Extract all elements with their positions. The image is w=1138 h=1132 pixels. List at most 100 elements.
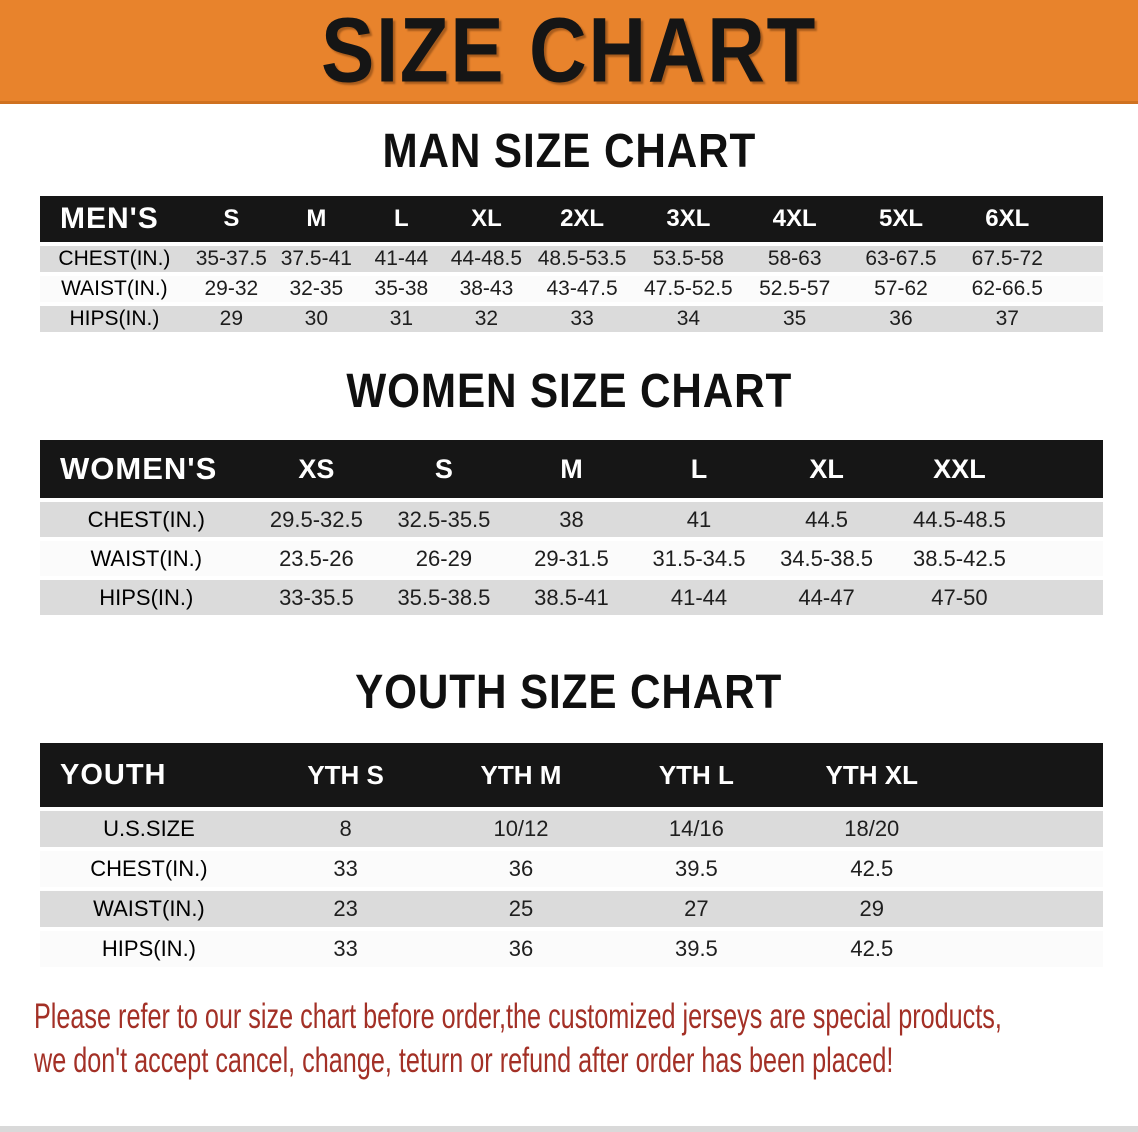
measure-value-cell: 8 [257, 809, 434, 851]
measure-value-cell: 38 [507, 500, 636, 541]
youth-table-corner-label: YOUTH [40, 743, 258, 811]
measure-value-cell: 39.5 [608, 849, 785, 891]
size-header-cell: S [188, 196, 274, 246]
women-size-table: WOMEN'S XS S M L XL XXL CHEST(IN.) 29.5-… [40, 440, 1103, 619]
measure-value-cell: 34 [635, 304, 742, 336]
measure-value-cell: 32-35 [273, 274, 359, 306]
bottom-strip [0, 1126, 1138, 1132]
row-spacer-cell [959, 849, 1103, 891]
measure-value-cell: 42.5 [784, 929, 960, 971]
measure-value-cell: 41-44 [358, 244, 444, 276]
size-header-cell: M [273, 196, 359, 246]
measure-value-cell: 41-44 [635, 578, 763, 619]
row-spacer-cell [1028, 500, 1103, 541]
measure-value-cell: 47.5-52.5 [635, 274, 742, 306]
measure-value-cell: 29 [784, 889, 960, 931]
measure-value-cell: 41 [635, 500, 763, 541]
measure-label-cell: HIPS(IN.) [40, 304, 189, 336]
measure-label-cell: HIPS(IN.) [40, 929, 258, 971]
row-spacer-cell [1060, 274, 1103, 306]
measure-value-cell: 33 [257, 929, 434, 971]
disclaimer: Please refer to our size chart before or… [34, 995, 1138, 1083]
women-header-row: WOMEN'S XS S M L XL XXL [40, 440, 1103, 502]
measure-label-cell: CHEST(IN.) [40, 244, 189, 276]
measure-value-cell: 29-31.5 [507, 539, 636, 580]
row-spacer-cell [1060, 304, 1103, 336]
measure-value-cell: 34.5-38.5 [762, 539, 891, 580]
measure-value-cell: 31.5-34.5 [635, 539, 763, 580]
table-row: HIPS(IN.) 33-35.5 35.5-38.5 38.5-41 41-4… [40, 578, 1103, 619]
measure-value-cell: 39.5 [608, 929, 785, 971]
measure-value-cell: 52.5-57 [741, 274, 848, 306]
women-section-title-text: WOMEN SIZE CHART [346, 365, 792, 418]
measure-value-cell: 18/20 [784, 809, 960, 851]
size-header-cell: 2XL [528, 196, 636, 246]
measure-value-cell: 33-35.5 [252, 578, 381, 619]
measure-value-cell: 53.5-58 [635, 244, 742, 276]
measure-value-cell: 27 [608, 889, 785, 931]
measure-label-cell: CHEST(IN.) [40, 500, 253, 541]
size-header-cell: YTH M [433, 743, 609, 811]
men-size-table: MEN'S S M L XL 2XL 3XL 4XL 5XL 6XL CHEST… [40, 196, 1103, 336]
banner-title: SIZE CHART [321, 0, 817, 102]
row-spacer-cell [959, 889, 1103, 931]
table-row: HIPS(IN.) 29 30 31 32 33 34 35 36 37 [40, 304, 1103, 336]
row-spacer-cell [1028, 578, 1103, 619]
youth-header-row: YOUTH YTH S YTH M YTH L YTH XL [40, 743, 1103, 811]
disclaimer-line-2: we don't accept cancel, change, teturn o… [34, 1039, 1138, 1083]
measure-value-cell: 35-37.5 [188, 244, 274, 276]
measure-value-cell: 36 [847, 304, 955, 336]
size-header-cell: 6XL [954, 196, 1061, 246]
measure-value-cell: 48.5-53.5 [528, 244, 636, 276]
header-spacer-cell [1060, 196, 1103, 246]
measure-value-cell: 29.5-32.5 [252, 500, 381, 541]
size-header-cell: YTH S [257, 743, 434, 811]
measure-value-cell: 14/16 [608, 809, 785, 851]
size-header-cell: 5XL [847, 196, 955, 246]
size-header-cell: 4XL [741, 196, 848, 246]
measure-value-cell: 29-32 [188, 274, 274, 306]
measure-value-cell: 35.5-38.5 [380, 578, 508, 619]
disclaimer-line-1-text: Please refer to our size chart before or… [34, 997, 1002, 1036]
measure-value-cell: 63-67.5 [847, 244, 955, 276]
table-row: WAIST(IN.) 29-32 32-35 35-38 38-43 43-47… [40, 274, 1103, 306]
measure-label-cell: WAIST(IN.) [40, 274, 189, 306]
measure-value-cell: 23 [257, 889, 434, 931]
measure-value-cell: 33 [257, 849, 434, 891]
size-header-cell: S [380, 440, 508, 502]
table-row: WAIST(IN.) 23.5-26 26-29 29-31.5 31.5-34… [40, 539, 1103, 580]
measure-value-cell: 36 [433, 929, 609, 971]
table-row: U.S.SIZE 8 10/12 14/16 18/20 [40, 809, 1103, 851]
measure-value-cell: 67.5-72 [954, 244, 1061, 276]
men-table-corner-label: MEN'S [40, 196, 189, 246]
men-section-title: MAN SIZE CHART [0, 124, 1138, 180]
measure-value-cell: 33 [528, 304, 636, 336]
row-spacer-cell [1028, 539, 1103, 580]
measure-value-cell: 23.5-26 [252, 539, 381, 580]
youth-size-table: YOUTH YTH S YTH M YTH L YTH XL U.S.SIZE … [40, 743, 1103, 971]
table-row: HIPS(IN.) 33 36 39.5 42.5 [40, 929, 1103, 971]
measure-value-cell: 36 [433, 849, 609, 891]
disclaimer-line-1: Please refer to our size chart before or… [34, 995, 1138, 1039]
measure-value-cell: 44.5-48.5 [890, 500, 1029, 541]
measure-value-cell: 62-66.5 [954, 274, 1061, 306]
measure-value-cell: 38.5-41 [507, 578, 636, 619]
banner: SIZE CHART [0, 0, 1138, 104]
size-header-cell: L [358, 196, 444, 246]
women-table-corner-label: WOMEN'S [40, 440, 253, 502]
size-header-cell: M [507, 440, 636, 502]
row-spacer-cell [959, 929, 1103, 971]
size-header-cell: 3XL [635, 196, 742, 246]
measure-label-cell: WAIST(IN.) [40, 889, 258, 931]
measure-value-cell: 38-43 [443, 274, 529, 306]
table-row: CHEST(IN.) 33 36 39.5 42.5 [40, 849, 1103, 891]
measure-value-cell: 35-38 [358, 274, 444, 306]
measure-value-cell: 38.5-42.5 [890, 539, 1029, 580]
measure-value-cell: 35 [741, 304, 848, 336]
size-header-cell: XL [443, 196, 529, 246]
men-section-title-text: MAN SIZE CHART [382, 125, 756, 178]
size-header-cell: XS [252, 440, 381, 502]
table-row: WAIST(IN.) 23 25 27 29 [40, 889, 1103, 931]
youth-section-title-text: YOUTH SIZE CHART [355, 666, 783, 719]
